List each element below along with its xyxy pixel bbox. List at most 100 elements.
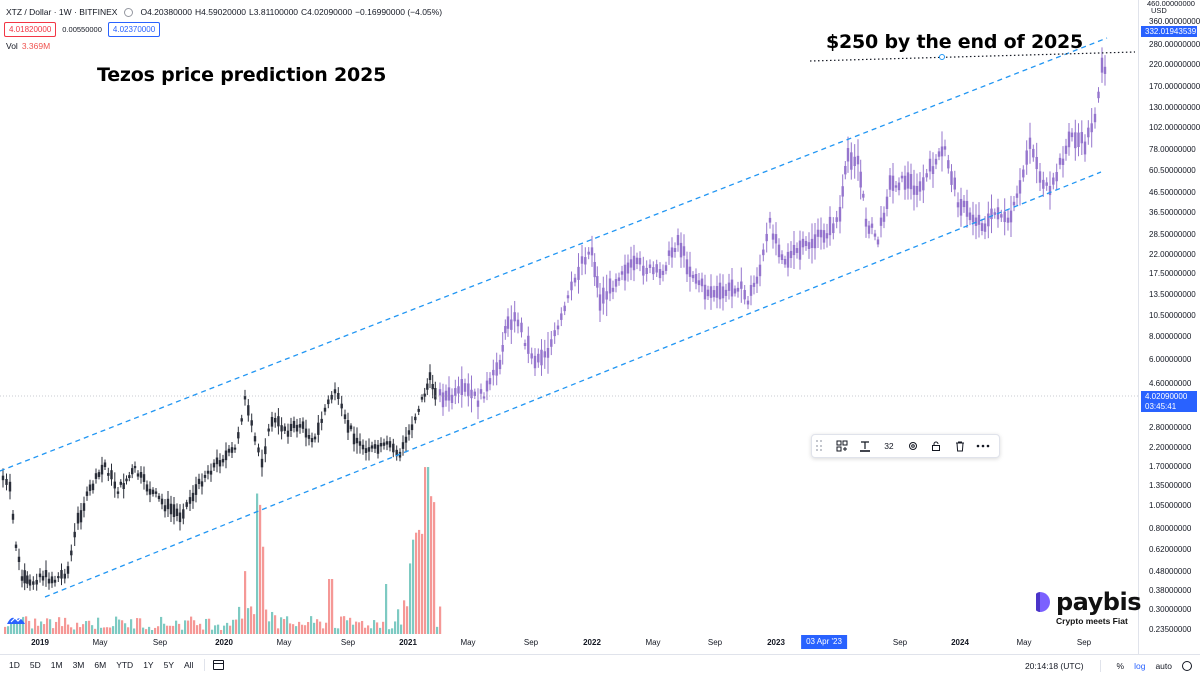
- buy-price-button[interactable]: 4.02370000: [107, 22, 161, 37]
- go-to-date-calendar-icon[interactable]: [213, 660, 225, 670]
- settings-gear-icon[interactable]: [901, 436, 925, 456]
- volume-bar: [127, 627, 130, 634]
- volume-bar: [328, 579, 331, 634]
- candle: [918, 172, 922, 201]
- font-size-selector[interactable]: 32: [884, 441, 894, 451]
- chart-canvas[interactable]: [0, 0, 1138, 634]
- candle: [301, 417, 305, 433]
- auto-scale-toggle[interactable]: auto: [1155, 660, 1172, 671]
- candle: [1012, 196, 1016, 212]
- more-options-icon[interactable]: [971, 436, 995, 456]
- candle: [801, 231, 805, 255]
- range-button-3m[interactable]: 3M: [72, 660, 85, 670]
- price-axis[interactable]: 460.00000000 USD 360.00000000 280.0000000…: [1138, 0, 1200, 655]
- candle: [841, 174, 844, 209]
- range-button-1y[interactable]: 1Y: [143, 660, 154, 670]
- sell-price-button[interactable]: 4.01820000: [4, 22, 57, 37]
- candle: [1074, 119, 1077, 161]
- candle: [91, 480, 95, 494]
- volume-legend[interactable]: Vol 3.369M: [6, 41, 50, 51]
- candle: [1064, 138, 1068, 161]
- drawing-floating-toolbar: 32: [811, 434, 1000, 458]
- range-button-5d[interactable]: 5D: [29, 660, 41, 670]
- candle: [1067, 123, 1071, 156]
- candle: [38, 568, 42, 583]
- volume-bar: [67, 624, 70, 634]
- target-dotted-line[interactable]: [809, 51, 1136, 62]
- price-tick-label: 360.00000000: [1149, 17, 1200, 26]
- range-button-1d[interactable]: 1D: [9, 660, 20, 670]
- candle: [340, 395, 343, 417]
- candle: [310, 432, 314, 448]
- volume-bar: [64, 617, 67, 634]
- trash-icon[interactable]: [948, 436, 972, 456]
- candle: [915, 173, 919, 208]
- candle: [635, 252, 639, 270]
- target-line-handle[interactable]: [939, 54, 945, 60]
- candle: [364, 440, 368, 461]
- time-axis[interactable]: 2019 May Sep 2020 May Sep 2021 May Sep 2022 May Sep…: [0, 634, 1138, 652]
- volume-bar: [205, 618, 208, 634]
- candle: [965, 189, 969, 228]
- volume-value: 3.369M: [21, 41, 51, 51]
- candle: [373, 439, 377, 454]
- candle: [749, 275, 753, 306]
- candle: [307, 428, 311, 446]
- volume-bar: [385, 584, 388, 634]
- channel-lower-line[interactable]: [44, 171, 1102, 598]
- candle: [590, 235, 594, 267]
- channel-upper-line[interactable]: [0, 37, 1108, 472]
- projection-candles: [438, 47, 1107, 420]
- candle: [169, 495, 173, 523]
- percent-scale-toggle[interactable]: %: [1116, 660, 1125, 671]
- candle: [63, 568, 66, 584]
- volume-bar: [154, 627, 157, 634]
- price-tick-label: 0.48000000: [1149, 567, 1192, 576]
- volume-bar: [397, 609, 400, 634]
- candle: [454, 379, 457, 405]
- visibility-eye-icon[interactable]: [124, 7, 134, 17]
- tradingview-logo-icon[interactable]: [6, 612, 26, 626]
- candle: [593, 253, 596, 286]
- candle: [940, 131, 944, 172]
- time-tick-label: Sep: [707, 638, 723, 647]
- candle: [971, 201, 975, 236]
- range-button-ytd[interactable]: YTD: [116, 660, 134, 670]
- candle: [298, 418, 302, 434]
- volume-bar: [229, 625, 232, 634]
- toolbar-divider: [204, 659, 206, 671]
- candle: [160, 493, 164, 510]
- range-button-all[interactable]: All: [184, 660, 194, 670]
- candle: [212, 459, 216, 471]
- candle: [658, 262, 662, 286]
- candle: [97, 469, 101, 480]
- candle: [715, 275, 719, 309]
- chart-annotation-title[interactable]: Tezos price prediction 2025: [97, 64, 387, 86]
- chart-annotation-target[interactable]: $250 by the end of 2025: [826, 31, 1084, 53]
- range-button-5y[interactable]: 5Y: [163, 660, 174, 670]
- volume-bar: [133, 628, 136, 634]
- candle: [283, 423, 286, 435]
- range-button-6m[interactable]: 6M: [94, 660, 107, 670]
- candle: [5, 473, 8, 491]
- text-color-icon[interactable]: [854, 436, 878, 456]
- volume-bar: [418, 529, 421, 634]
- candle: [395, 445, 398, 461]
- candle: [894, 180, 898, 192]
- lock-icon[interactable]: [924, 436, 948, 456]
- current-price-tag: 4.02090000: [1141, 391, 1197, 402]
- volume-bar: [271, 611, 274, 634]
- candle: [679, 232, 683, 268]
- toolbar-drag-handle[interactable]: [816, 440, 822, 452]
- price-tick-label: 0.62000000: [1149, 545, 1192, 554]
- price-tick-label: 6.00000000: [1149, 355, 1192, 364]
- time-tick-label: May: [460, 638, 476, 647]
- range-button-1m[interactable]: 1M: [50, 660, 63, 670]
- utc-clock[interactable]: 20:14:18 (UTC): [1024, 660, 1084, 671]
- log-scale-toggle[interactable]: log: [1134, 660, 1146, 671]
- volume-bar: [214, 625, 217, 634]
- candle: [191, 485, 195, 509]
- chart-settings-gear-icon[interactable]: [1182, 660, 1192, 671]
- symbol-title[interactable]: XTZ / Dollar · 1W · BITFINEX: [6, 7, 118, 17]
- add-template-icon[interactable]: [830, 436, 854, 456]
